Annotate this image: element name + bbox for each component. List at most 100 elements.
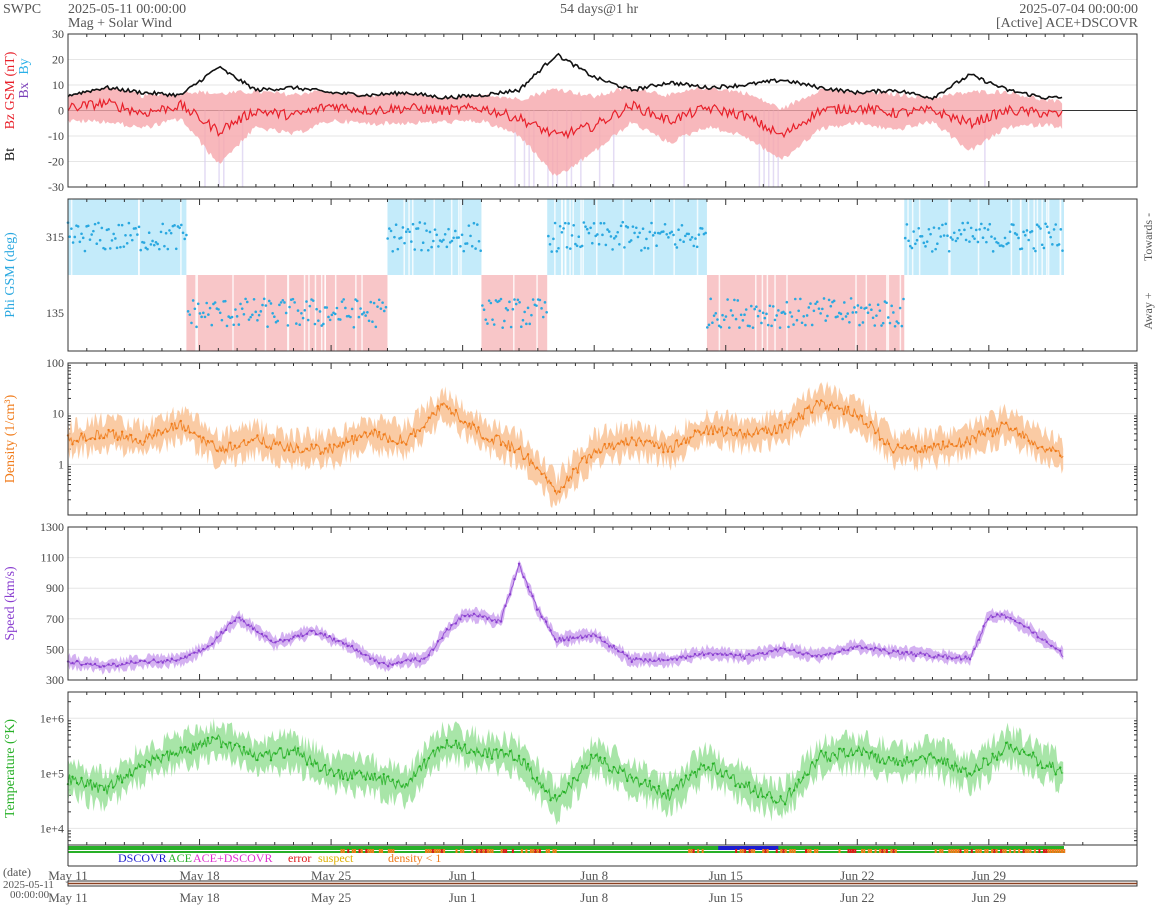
quality-flag	[849, 849, 852, 853]
phi-point	[484, 318, 488, 321]
phi-point	[606, 228, 609, 231]
phi-point	[149, 243, 153, 246]
phi-point	[917, 226, 921, 230]
phi-point	[895, 320, 899, 323]
phi-point	[271, 311, 274, 315]
speed-point	[350, 644, 354, 648]
quality-flag	[939, 849, 942, 853]
time-tick-label-top: May 18	[180, 868, 220, 883]
data-gap-line	[334, 199, 337, 351]
temperature-point	[1059, 766, 1062, 769]
phi-point	[716, 318, 719, 321]
speed-point	[305, 632, 309, 636]
phi-point	[739, 313, 743, 317]
quality-flag	[934, 849, 937, 853]
temperature-point	[553, 794, 557, 797]
speed-point	[743, 657, 746, 660]
phi-point	[612, 237, 616, 240]
phi-point	[949, 236, 953, 239]
y-tick-label: 1300	[40, 520, 64, 534]
density-point	[919, 450, 922, 454]
density-point	[359, 435, 363, 439]
phi-point	[303, 308, 307, 312]
density-point	[626, 443, 629, 446]
density-point	[98, 436, 101, 440]
quality-flag	[392, 849, 395, 853]
density-point	[373, 428, 376, 431]
phi-point	[161, 222, 165, 226]
quality-flag	[1000, 849, 1003, 853]
temperature-point	[725, 769, 728, 773]
phi-point	[186, 310, 190, 313]
density-point	[454, 408, 458, 412]
phi-point	[836, 315, 839, 318]
phi-point	[885, 301, 888, 305]
speed-point	[387, 665, 390, 668]
phi-point	[851, 311, 855, 314]
quality-flag	[816, 849, 819, 853]
density-point	[589, 456, 593, 459]
density-point	[810, 411, 814, 414]
phi-point	[244, 297, 247, 301]
speed-point	[508, 593, 512, 596]
speed-point	[576, 636, 579, 639]
phi-point	[525, 322, 528, 326]
temperature-point	[743, 785, 746, 789]
speed-point	[143, 659, 146, 663]
phi-point	[880, 324, 883, 327]
data-gap-line	[774, 199, 776, 351]
density-point	[224, 448, 228, 451]
temperature-point	[409, 777, 412, 780]
phi-point	[690, 235, 694, 239]
data-gap-line	[673, 199, 675, 351]
brand-label: SWPC	[3, 2, 42, 17]
temperature-point	[242, 745, 246, 749]
temperature-point	[332, 774, 336, 778]
quality-flag	[534, 849, 537, 853]
phi-point	[986, 228, 990, 231]
density-point	[1027, 439, 1030, 443]
speed-point	[314, 633, 318, 636]
speed-point	[842, 648, 845, 651]
temperature-point	[968, 772, 972, 775]
quality-flag	[491, 849, 494, 853]
temperature-point	[337, 768, 340, 772]
speed-point	[680, 656, 683, 659]
temperature-point	[684, 774, 688, 777]
phi-point	[1045, 225, 1049, 229]
speed-point	[355, 648, 358, 651]
quality-flag	[793, 849, 796, 853]
phi-point	[252, 297, 256, 301]
y-tick-label: 700	[46, 612, 64, 626]
speed-point	[549, 629, 552, 632]
density-point	[752, 433, 755, 436]
phi-point	[492, 323, 496, 326]
phi-point	[313, 322, 317, 326]
phi-point	[555, 249, 559, 253]
temperature-point	[233, 743, 237, 747]
quality-flag	[991, 849, 994, 853]
phi-point	[900, 324, 904, 328]
phi-point	[516, 298, 520, 302]
data-gap-line	[886, 199, 888, 351]
data-gap-line	[403, 199, 405, 351]
phi-point	[788, 311, 792, 314]
phi-point	[841, 317, 844, 321]
speed-point	[84, 662, 88, 666]
temperature-point	[1031, 751, 1035, 754]
density-point	[378, 430, 381, 434]
phi-point	[504, 307, 508, 310]
quality-flag	[1024, 849, 1027, 853]
phi-point	[350, 307, 354, 311]
density-point	[1045, 448, 1048, 451]
phi-point	[163, 244, 166, 248]
quality-flag	[475, 849, 478, 853]
data-gap-line	[513, 199, 515, 351]
speed-point	[883, 648, 886, 651]
density-point	[292, 450, 295, 454]
density-point	[878, 438, 882, 441]
speed-point	[910, 651, 913, 654]
temperature-point	[450, 746, 453, 749]
speed-point	[215, 636, 219, 639]
